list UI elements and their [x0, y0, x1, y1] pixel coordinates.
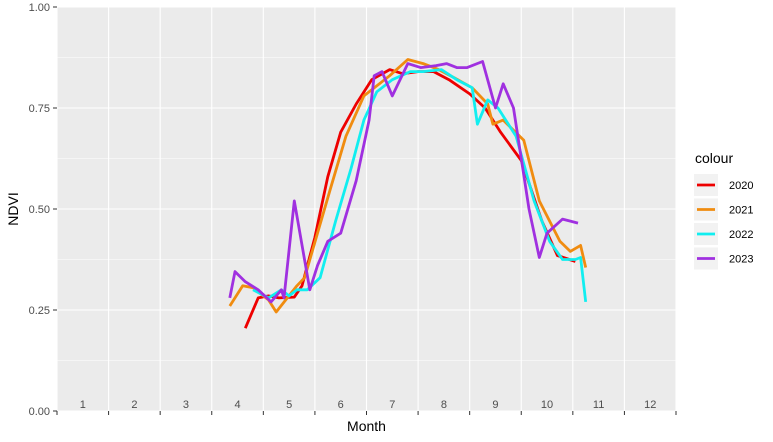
- x-tick-label: 10: [541, 399, 553, 411]
- y-axis-title: NDVI: [5, 192, 21, 225]
- x-tick-label: 7: [389, 399, 395, 411]
- y-axis: 0.00 0.25 0.50 0.75 1.00: [29, 2, 57, 418]
- legend-label-2021: 2021: [729, 205, 753, 217]
- legend: colour 2020 2021 2022 2023: [694, 150, 753, 270]
- x-axis: 1 2 3 4 5 6 7 8 9 10 11 12: [56, 399, 677, 415]
- x-tick-label: 6: [338, 399, 344, 411]
- y-tick-label: 1.00: [29, 2, 50, 14]
- x-tick-label: 12: [644, 399, 656, 411]
- x-tick-label: 2: [131, 399, 137, 411]
- x-tick-label: 3: [183, 399, 189, 411]
- x-tick-label: 5: [286, 399, 292, 411]
- series-line-2021: [228, 58, 588, 314]
- y-tick-label: 0.75: [29, 103, 50, 115]
- x-tick-label: 11: [593, 399, 604, 411]
- x-tick-label: 8: [441, 399, 447, 411]
- x-axis-title: Month: [347, 418, 386, 434]
- y-tick-label: 0.50: [29, 204, 50, 216]
- legend-label-2020: 2020: [729, 180, 753, 192]
- x-tick-label: 4: [234, 399, 240, 411]
- series-layer: [228, 58, 588, 329]
- x-tick-label: 9: [492, 399, 498, 411]
- series-line-2022: [252, 68, 588, 303]
- y-tick-label: 0.00: [29, 406, 50, 418]
- series-line-2023: [228, 60, 579, 304]
- legend-label-2022: 2022: [729, 229, 753, 241]
- legend-title: colour: [695, 150, 733, 166]
- legend-label-2023: 2023: [729, 254, 753, 266]
- x-tick-label: 1: [80, 399, 86, 411]
- y-tick-label: 0.25: [29, 305, 50, 317]
